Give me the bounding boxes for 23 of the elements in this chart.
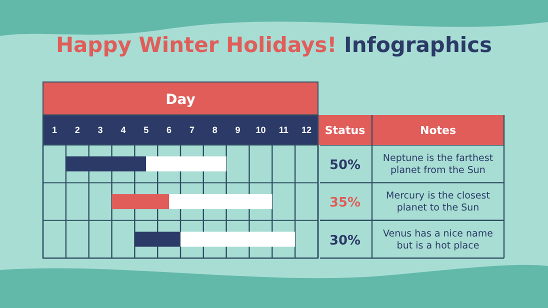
chart-title: Happy Winter Holidays! [56,33,337,57]
text: Notes [420,124,456,137]
text: Status [324,124,366,137]
x-tick-label: 1 [52,125,57,136]
x-tick-label: 10 [256,125,266,136]
text: 30% [329,233,361,248]
text: Venus has a nice name but is a hot place [383,228,494,252]
text: 35% [329,196,361,211]
x-tick-label: 8 [212,125,218,136]
x-tick-label: 7 [189,125,194,136]
x-tick-label: 5 [144,125,149,136]
x-tick-label: 9 [235,125,240,136]
x-tick-label: 12 [302,125,312,136]
text: Infographics [336,33,492,57]
x-tick-label: 11 [278,125,288,136]
x-tick-label: 4 [120,125,126,136]
text: Mercury is the closest planet to the Sun [386,190,490,214]
x-tick-label: 2 [74,125,80,136]
x-tick-label: 3 [98,125,103,136]
x-tick-label: 6 [166,125,172,136]
text: Neptune is the farthest planet from the Sun [382,152,494,176]
x-axis-title: Day [166,92,196,108]
text: 50% [329,158,361,173]
